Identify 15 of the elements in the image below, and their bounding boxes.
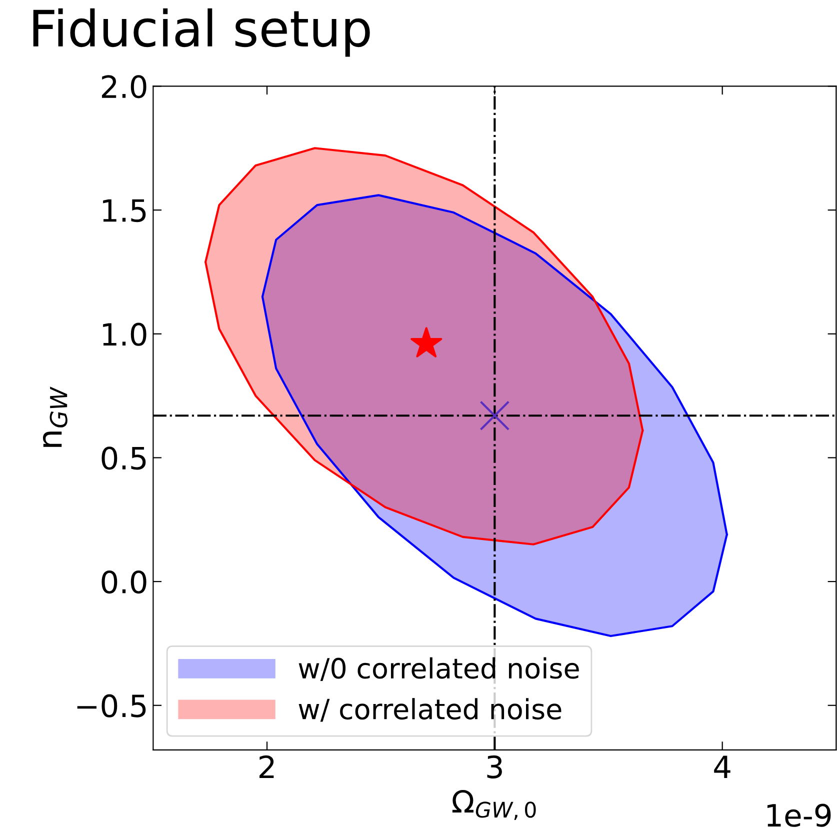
y-tick-label: 1.5 [103,199,146,222]
y-axis-title: n$_{GW}$ [42,386,68,447]
y-tick-label: 0.0 [102,570,146,594]
x-tick-label: 2 [260,755,274,778]
legend-label: w/0 correlated noise [298,657,579,681]
x-tick-label: 4 [714,756,730,778]
y-tick-label: 2.0 [102,75,146,98]
chart-title: Fiducial setup [33,8,370,57]
x-tick-label: 3 [487,755,502,778]
x-axis-title: Ω$_{GW,0}$ [452,790,536,820]
text: 1e-9 [767,804,831,827]
y-tick-label: 0.5 [102,446,146,470]
y-tick-label: 1.0 [103,322,146,346]
legend-label: w/ correlated noise [298,698,562,722]
y-tick-label: −0.5 [77,694,146,718]
